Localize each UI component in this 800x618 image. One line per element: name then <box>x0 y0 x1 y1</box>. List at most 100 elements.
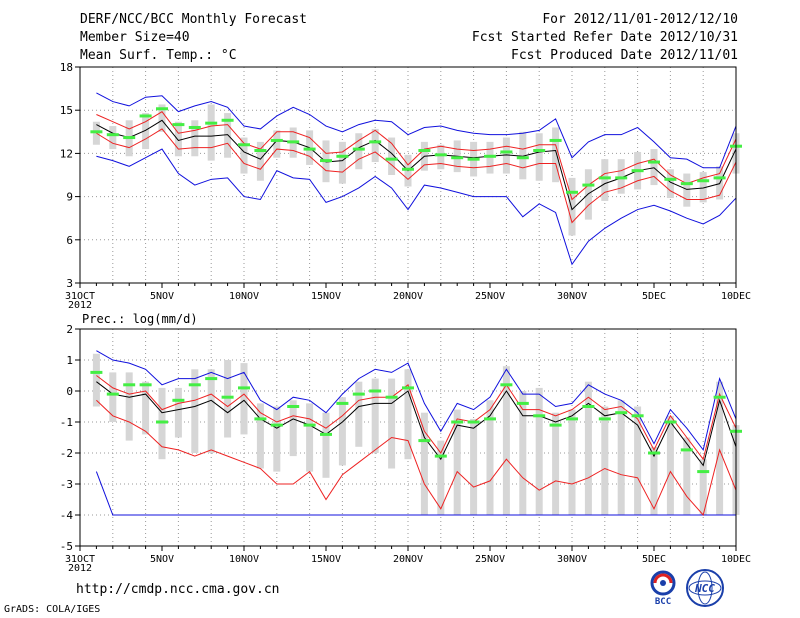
temp-x-tick-label: 31OCT <box>65 291 95 302</box>
temp-median-marker <box>172 123 185 127</box>
fcst-produced-date: Fcst Produced Date 2012/11/01 <box>511 48 738 63</box>
prec-median-marker <box>533 414 546 418</box>
temp-member-box <box>109 126 117 150</box>
prec-member-box <box>617 400 625 515</box>
prec-median-marker <box>106 392 119 396</box>
temp-ensemble-mean-line <box>96 119 737 211</box>
temp-x-tick-label: 30NOV <box>557 291 587 302</box>
prec-member-box <box>716 381 724 515</box>
prec-median-marker <box>90 370 103 374</box>
temp-member-box <box>338 141 346 184</box>
prec-member-box <box>699 459 707 515</box>
prec-x-tick-label: 5DEC <box>642 554 666 565</box>
temp-member-box <box>142 113 150 150</box>
temp-year-label: 2012 <box>68 300 92 311</box>
temp-y-tick-label: 15 <box>60 104 73 117</box>
temp-median-marker <box>664 177 677 181</box>
temp-median-marker <box>680 182 693 186</box>
prec-member-box <box>453 409 461 515</box>
prec-y-tick-label: -5 <box>60 540 73 553</box>
prec-member-box <box>306 403 314 472</box>
temp-member-box <box>502 137 510 174</box>
prec-member-box <box>240 363 248 435</box>
temp-member-box <box>388 137 396 175</box>
prec-x-tick-label: 31OCT <box>65 554 95 565</box>
prec-member-box <box>420 412 428 515</box>
prec-median-marker <box>680 448 693 452</box>
temp-median-marker <box>106 133 119 137</box>
prec-member-box <box>142 381 150 435</box>
prec-y-tick-label: 1 <box>66 354 73 367</box>
grads-credit: GrADS: COLA/IGES <box>4 604 101 615</box>
bcc-logo-icon: BCC <box>650 570 676 606</box>
prec-median-marker <box>549 423 562 427</box>
temp-member-box <box>207 104 215 161</box>
temp-member-box <box>535 133 543 181</box>
temp-y-tick-label: 18 <box>60 61 73 74</box>
temp-median-marker <box>385 157 398 161</box>
temp-member-box <box>355 133 363 170</box>
temp-median-marker <box>352 147 365 151</box>
prec-median-marker <box>156 420 168 424</box>
prec-x-tick-label: 30NOV <box>557 554 587 565</box>
prec-x-tick-label: 25NOV <box>475 554 505 565</box>
temp-y-tick-label: 3 <box>66 277 73 290</box>
prec-y-tick-label: -2 <box>60 447 73 460</box>
prec-y-tick-label: -3 <box>60 478 73 491</box>
prec-median-marker <box>221 395 234 399</box>
temp-median-marker <box>303 147 316 151</box>
prec-max-line <box>96 350 737 452</box>
prec-median-marker <box>484 417 496 421</box>
prec-upper-spread-line <box>96 375 737 461</box>
temp-min-line <box>96 148 737 266</box>
prec-median-marker <box>287 405 300 408</box>
prec-median-marker <box>566 417 578 421</box>
prec-median-marker <box>254 417 267 421</box>
prec-member-box <box>683 437 691 515</box>
prec-x-tick-label: 15NOV <box>311 554 341 565</box>
prec-median-marker <box>303 423 316 427</box>
prec-median-marker <box>123 383 136 387</box>
prec-member-box <box>404 369 412 460</box>
temp-member-box <box>650 149 658 186</box>
source-url[interactable]: http://cmdp.ncc.cma.gov.cn <box>76 582 280 597</box>
temp-median-marker <box>156 107 168 111</box>
temp-median-marker <box>713 176 726 180</box>
prec-median-marker <box>582 405 595 408</box>
temp-y-tick-label: 12 <box>60 147 73 160</box>
temp-median-marker <box>533 149 546 153</box>
prec-median-marker <box>516 401 529 405</box>
temp-member-box <box>256 141 264 181</box>
temp-max-line <box>96 92 737 169</box>
prec-y-tick-label: -4 <box>60 509 74 522</box>
prec-x-tick-label: 10NOV <box>229 554 259 565</box>
temp-median-marker <box>336 154 349 158</box>
temp-median-marker <box>287 140 300 144</box>
prec-median-marker <box>172 398 185 402</box>
prec-x-tick-label: 20NOV <box>393 554 423 565</box>
temp-member-box <box>568 177 576 236</box>
temp-median-marker <box>221 118 234 122</box>
prec-member-box <box>289 400 297 457</box>
temp-median-marker <box>90 130 103 134</box>
temp-member-box <box>371 128 379 163</box>
prec-member-box <box>109 372 117 422</box>
prec-median-marker <box>598 417 611 421</box>
prec-member-box <box>92 353 100 407</box>
ncc-logo-icon: NCC <box>686 569 724 607</box>
prec-median-marker <box>205 377 218 381</box>
temp-median-marker <box>516 156 529 160</box>
prec-member-box <box>191 369 199 453</box>
prec-member-box <box>371 378 379 453</box>
temp-median-marker <box>320 159 332 163</box>
temp-median-marker <box>451 156 464 160</box>
prec-member-box <box>568 409 576 515</box>
prec-median-marker <box>451 420 464 424</box>
prec-member-box <box>666 415 674 515</box>
temp-median-marker <box>139 114 152 118</box>
temp-y-tick-label: 9 <box>66 191 73 204</box>
prec-median-marker <box>500 383 513 387</box>
prec-member-box <box>552 412 560 515</box>
prec-member-box <box>174 387 182 438</box>
